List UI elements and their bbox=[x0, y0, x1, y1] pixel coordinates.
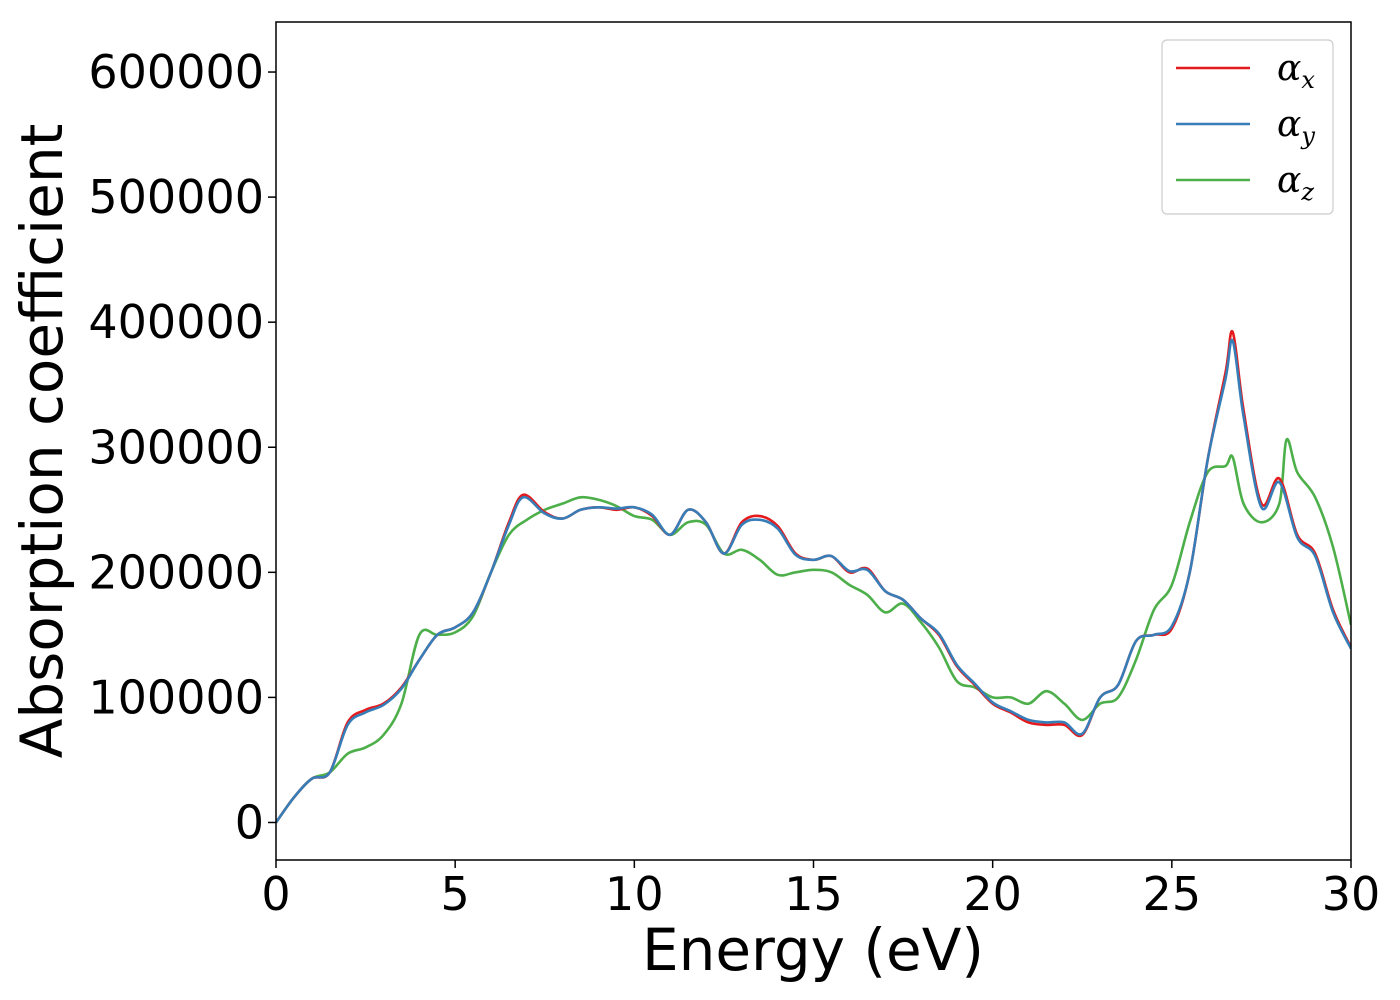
legend-label-y: αy bbox=[1277, 104, 1315, 150]
x-tick-label: 30 bbox=[1322, 867, 1381, 921]
x-tick-label: 5 bbox=[441, 867, 470, 921]
legend-frame bbox=[1161, 39, 1334, 215]
x-tick-label: 20 bbox=[963, 867, 1022, 921]
x-tick-label: 10 bbox=[605, 867, 664, 921]
y-tick-label: 300000 bbox=[88, 420, 264, 474]
y-tick-label: 200000 bbox=[88, 545, 264, 599]
y-tick-label: 100000 bbox=[88, 670, 264, 724]
series-line-y bbox=[276, 338, 1351, 824]
series-layer bbox=[276, 329, 1351, 824]
x-tick-label: 15 bbox=[784, 867, 843, 921]
plot-frame bbox=[275, 21, 1352, 861]
y-tick-label: 600000 bbox=[88, 45, 264, 99]
y-axis-title: Absorption coefficient bbox=[8, 124, 76, 759]
series-line-z bbox=[276, 437, 1351, 824]
x-tick-label: 0 bbox=[261, 867, 290, 921]
legend-label-x: αx bbox=[1277, 48, 1315, 94]
y-tick-label: 0 bbox=[235, 795, 264, 849]
y-tick-label: 400000 bbox=[88, 295, 264, 349]
x-axis-title: Energy (eV) bbox=[642, 916, 984, 984]
legend: αx αy αz bbox=[1161, 39, 1334, 215]
legend-label-z: αz bbox=[1277, 160, 1314, 206]
legend-items: αx αy αz bbox=[1176, 48, 1315, 206]
y-tick-label: 500000 bbox=[88, 170, 264, 224]
x-tick-label: 25 bbox=[1143, 867, 1202, 921]
ticks-layer: 0 5 10 15 20 25 30 0 100000 200000 300000 400000 500… bbox=[88, 45, 1380, 921]
